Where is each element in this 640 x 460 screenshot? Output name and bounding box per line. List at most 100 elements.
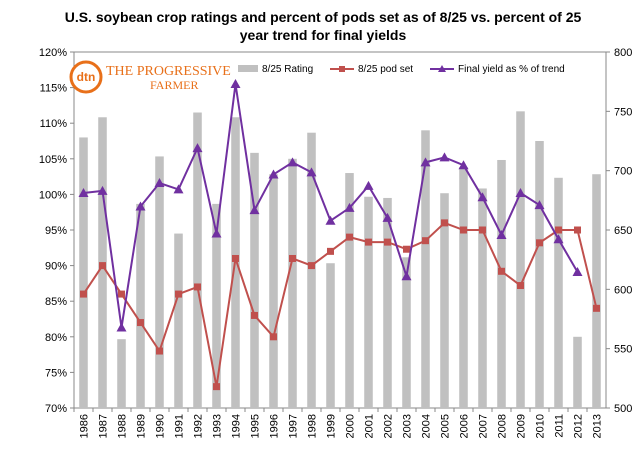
final-yield-point xyxy=(420,157,431,167)
x-axis-tick-label: 1996 xyxy=(269,414,281,438)
x-axis-tick-label: 1989 xyxy=(136,414,148,438)
rating-bar xyxy=(288,158,297,408)
x-axis-tick-label: 1995 xyxy=(250,414,262,438)
pod-set-point xyxy=(498,267,505,275)
pod-set-point xyxy=(460,226,467,234)
rating-bar xyxy=(136,203,145,408)
rating-bar xyxy=(535,141,544,408)
right-axis-tick-label: 650 xyxy=(614,225,632,237)
pod-set-point xyxy=(479,226,486,234)
logo-name-line-1: THE PROGRESSIVE xyxy=(106,64,231,79)
bars-layer xyxy=(79,111,601,409)
pod-set-point xyxy=(289,254,296,262)
rating-bar xyxy=(383,197,392,408)
pod-set-point xyxy=(555,226,562,234)
dtn-progressive-farmer-logo: dtn THE PROGRESSIVE FARMER xyxy=(69,60,231,94)
x-axis-tick-label: 2008 xyxy=(497,414,509,438)
rating-bar xyxy=(440,193,449,408)
chart-title-line-1: U.S. soybean crop ratings and percent of… xyxy=(65,9,582,25)
rating-bar xyxy=(459,167,468,408)
final-yield-point xyxy=(382,212,393,222)
pod-set-point xyxy=(327,247,334,255)
pod-set-point xyxy=(137,319,144,327)
final-yield-point xyxy=(363,180,374,190)
pod-set-point xyxy=(80,290,87,298)
x-axis-tick-label: 1988 xyxy=(117,414,129,438)
right-axis-tick-label: 700 xyxy=(614,166,632,178)
x-axis-tick-label: 1997 xyxy=(288,414,300,438)
final-yield-point xyxy=(230,79,241,89)
left-axis-tick-label: 70% xyxy=(45,403,67,415)
final-yield-point xyxy=(154,178,165,188)
left-axis-tick-label: 80% xyxy=(45,332,67,344)
rating-bar xyxy=(250,152,259,408)
pod-set-point xyxy=(270,333,277,341)
final-yield-point xyxy=(439,152,450,162)
pod-set-line xyxy=(82,221,598,387)
final-yield-point xyxy=(477,192,488,202)
x-axis-tick-label: 2000 xyxy=(345,414,357,438)
rating-bar xyxy=(269,174,278,408)
pod-set-point xyxy=(517,282,524,290)
final-yield-point xyxy=(306,167,317,177)
x-axis-tick-label: 1987 xyxy=(98,414,110,438)
left-axis-tick-label: 90% xyxy=(45,261,67,273)
legend-label-rating: 8/25 Rating xyxy=(262,64,313,75)
pod-set-point xyxy=(118,290,125,298)
final-yield-point xyxy=(211,228,222,238)
x-axis-tick-label: 2001 xyxy=(364,414,376,438)
x-axis-tick-label: 2012 xyxy=(573,414,585,438)
rating-bar xyxy=(326,263,335,408)
x-axis-tick-label: 2013 xyxy=(592,414,604,438)
pod-set-point xyxy=(574,226,581,234)
legend-label-final-yield: Final yield as % of trend xyxy=(458,64,565,75)
left-axis-tick-label: 110% xyxy=(40,118,68,130)
final-yield-point xyxy=(268,169,279,179)
pod-set-point xyxy=(593,304,600,312)
rating-bar xyxy=(516,111,525,408)
left-axis-tick-label: 120% xyxy=(39,47,67,59)
left-axis-tick-label: 75% xyxy=(45,367,67,379)
final-yield-point xyxy=(116,322,127,332)
final-yield-point xyxy=(135,201,146,211)
rating-bar xyxy=(212,203,221,408)
pod-set-point xyxy=(232,254,239,262)
final-yield-point xyxy=(97,185,108,195)
left-axis-tick-label: 85% xyxy=(45,296,67,308)
x-axis-tick-label: 2007 xyxy=(478,414,490,438)
x-axis-tick-label: 2003 xyxy=(402,414,414,438)
legend-swatch-pod-set-marker xyxy=(339,66,345,72)
left-axis-tick-label: 105% xyxy=(39,154,67,166)
rating-bar xyxy=(478,188,487,408)
final-yield-point xyxy=(496,229,507,239)
pod-set-point xyxy=(346,233,353,241)
rating-bar xyxy=(79,137,88,408)
dtn-badge-text: dtn xyxy=(77,70,96,84)
final-yield-point xyxy=(515,187,526,197)
left-axis-tick-label: 95% xyxy=(45,225,67,237)
final-yield-point xyxy=(78,187,89,197)
x-axis-tick-label: 1991 xyxy=(174,414,186,438)
rating-bar xyxy=(573,336,582,408)
x-axis-tick-label: 1990 xyxy=(155,414,167,438)
final-yield-point xyxy=(458,160,469,170)
axes: 70% 75% 80% 85% 90% 95% 100% 105% 110% 115% 120% 50… xyxy=(39,47,633,438)
x-axis-tick-label: 1998 xyxy=(307,414,319,438)
pod-set-point xyxy=(403,245,410,253)
pod-set-point xyxy=(441,219,448,227)
pod-set-point xyxy=(251,311,258,319)
right-axis-tick-label: 800 xyxy=(614,47,632,59)
x-axis-tick-label: 1986 xyxy=(79,414,91,438)
x-axis-tick-label: 2011 xyxy=(554,414,566,438)
rating-bar xyxy=(117,339,126,408)
x-axis-tick-label: 2002 xyxy=(383,414,395,438)
lines-layer xyxy=(78,79,600,391)
final-yield-point xyxy=(553,234,564,244)
final-yield-point xyxy=(344,202,355,212)
legend: 8/25 Rating 8/25 pod set Final yield as … xyxy=(238,64,565,75)
chart-title-line-2: year trend for final yields xyxy=(240,27,407,43)
pod-set-point xyxy=(536,239,543,247)
final-yield-point xyxy=(534,200,545,210)
